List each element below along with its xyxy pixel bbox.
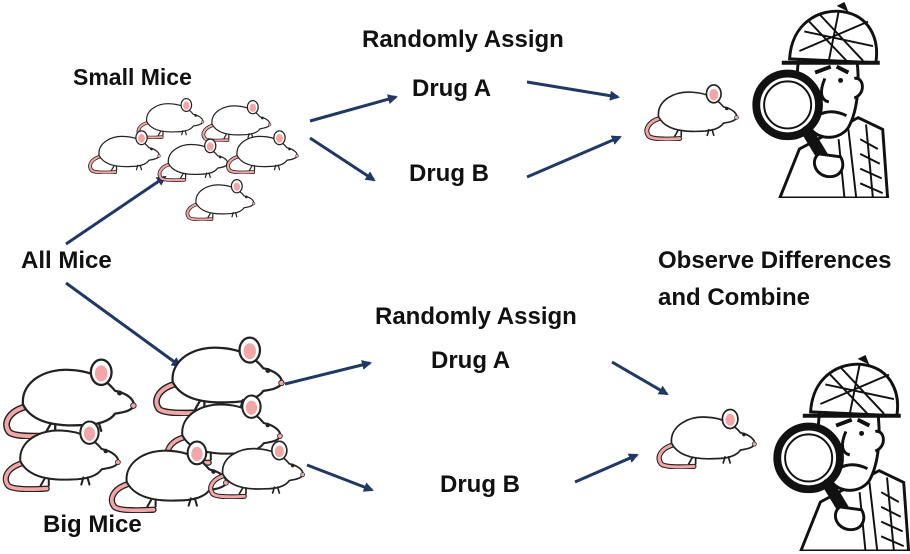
arrow-icon xyxy=(611,360,669,396)
mouse-icon xyxy=(224,124,300,174)
mouse-icon xyxy=(206,432,306,499)
drug-a-top-label: Drug A xyxy=(412,75,492,102)
arrow-icon xyxy=(65,175,167,246)
arrow-icon xyxy=(526,135,622,179)
arrow-icon xyxy=(306,463,374,492)
arrow-icon xyxy=(284,360,372,386)
arrow-icon xyxy=(65,281,182,368)
mouse-icon xyxy=(86,124,162,174)
big-mice-label: Big Mice xyxy=(43,511,142,538)
drug-a-bottom-label: Drug A xyxy=(431,347,511,374)
observe-differences-label: Observe Differences xyxy=(658,247,892,274)
randomly-assign-bottom-label: Randomly Assign xyxy=(375,303,577,330)
arrow-icon xyxy=(309,136,376,182)
drug-b-top-label: Drug B xyxy=(409,160,489,187)
mouse-icon xyxy=(654,400,758,469)
all-mice-label: All Mice xyxy=(21,247,112,274)
arrow-icon xyxy=(526,80,620,101)
drug-b-bottom-label: Drug B xyxy=(440,471,520,498)
and-combine-label: and Combine xyxy=(658,284,811,311)
detective-icon xyxy=(770,355,910,551)
arrow-icon xyxy=(574,453,639,484)
arrow-icon xyxy=(309,94,398,123)
mouse-icon xyxy=(184,173,256,221)
detective-icon xyxy=(748,2,890,198)
randomly-assign-top-label: Randomly Assign xyxy=(362,26,564,53)
mouse-icon xyxy=(0,410,122,492)
mouse-icon xyxy=(642,76,740,141)
small-mice-label: Small Mice xyxy=(73,64,192,90)
